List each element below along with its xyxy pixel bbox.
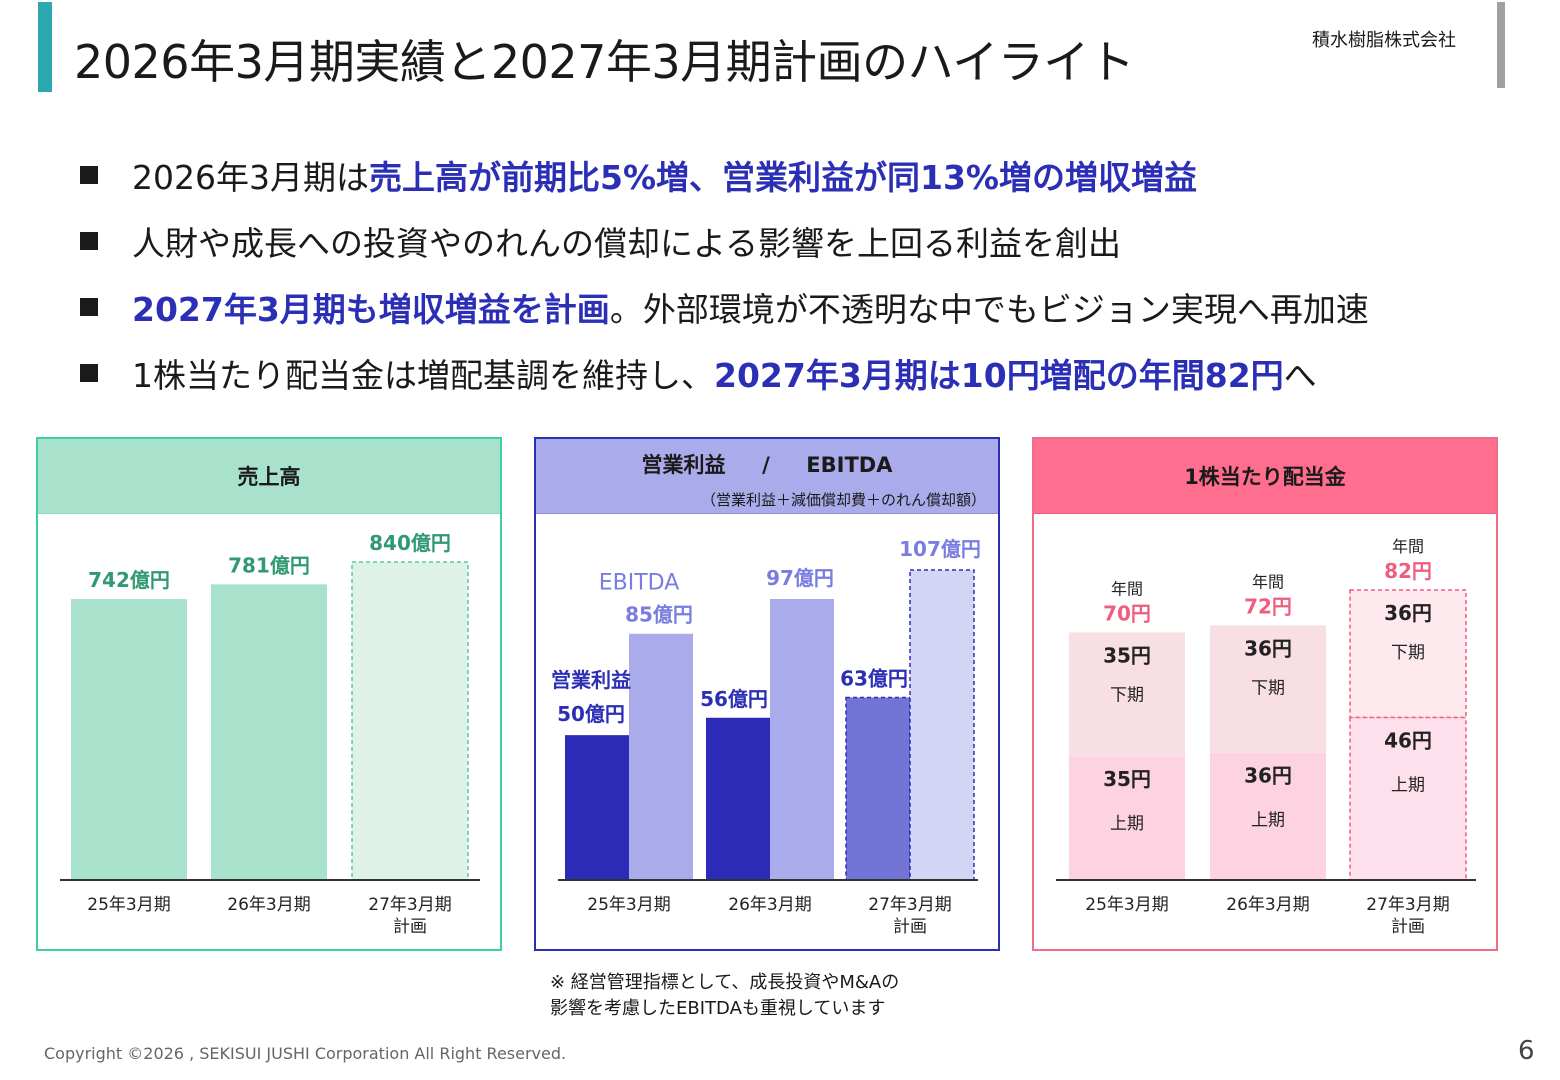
x-tick-label: 26年3月期 (1226, 895, 1309, 915)
op-profit-data-label: 50億円 (557, 702, 625, 726)
profit-panel: 営業利益 / EBITDA （営業利益＋減価償却費＋のれん償却額） 営業利益 50… (534, 437, 1000, 951)
annual-total-prefix: 年間 (1111, 579, 1143, 598)
bullet-text: へ (1283, 356, 1317, 395)
profit-panel-title: 営業利益 / EBITDA (536, 449, 998, 479)
ebitda-bar (629, 633, 693, 880)
company-name: 積水樹脂株式会社 (1312, 30, 1456, 51)
bullet-text: 1株当たり配当金は増配基調を維持し、 (132, 356, 714, 395)
annual-total-prefix: 年間 (1392, 537, 1424, 556)
first-half-value: 46円 (1384, 728, 1432, 752)
x-tick-label: 25年3月期 (1085, 895, 1168, 915)
sales-data-label: 840億円 (369, 531, 451, 555)
second-half-value: 36円 (1244, 636, 1292, 660)
bullet-text: 2026年3月期は (132, 158, 369, 197)
sales-bar (351, 561, 469, 881)
first-half-label: 上期 (1391, 775, 1425, 795)
x-tick-label: 26年3月期 (728, 895, 811, 915)
op-profit-data-label: 63億円 (840, 666, 908, 690)
bullet-square (80, 298, 98, 316)
bullet-highlight: 2027年3月期も増収増益を計画 (132, 290, 610, 329)
bullet-item: 1株当たり配当金は増配基調を維持し、 2027年3月期は10円増配の年間82円へ (78, 340, 1369, 406)
annual-total-prefix: 年間 (1252, 572, 1284, 591)
profit-chart: 営業利益 50億円 EBITDA 85億円 56億円 97億円 63億円 107億円 25年3月… (551, 537, 981, 937)
copyright: Copyright ©2026 , SEKISUI JUSHI Corporat… (44, 1044, 567, 1063)
x-tick-sublabel: 計画 (893, 917, 927, 937)
op-profit-bar (565, 735, 629, 880)
ebitda-bar (909, 569, 975, 881)
sales-data-label: 781億円 (228, 553, 310, 577)
note-line: 影響を考慮したEBITDAも重視しています (550, 998, 886, 1019)
x-tick-sublabel: 計画 (393, 917, 427, 937)
x-tick-label: 25年3月期 (587, 895, 670, 915)
x-tick-sublabel: 計画 (1391, 917, 1425, 937)
second-half-label: 下期 (1391, 643, 1425, 663)
annual-total-value: 72円 (1244, 594, 1292, 618)
second-half-value: 35円 (1103, 643, 1151, 667)
bullet-highlight: 売上高が前期比5%増、営業利益が同13%増の増収増益 (368, 158, 1197, 197)
page-title: 2026年3月期実績と2027年3月期計画のハイライト (74, 35, 1135, 89)
first-half-bar (1349, 716, 1467, 881)
bullet-highlight: 2027年3月期は10円増配の年間82円 (714, 356, 1284, 395)
title-accent-bar (38, 2, 52, 92)
annual-total-value: 82円 (1384, 559, 1432, 583)
dividend-panel: 1株当たり配当金 35円 上期 35円 下期 年間 70円 36円 上期 36円 下期 年間 72円 4… (1032, 437, 1498, 951)
bullet-text: 人財や成長への投資やのれんの償却による影響を上回る利益を創出 (132, 224, 1122, 263)
x-tick-label: 27年3月期 (368, 895, 451, 915)
second-half-value: 36円 (1384, 601, 1432, 625)
x-tick-label: 27年3月期 (868, 895, 951, 915)
title-separator: / (762, 453, 770, 477)
op-profit-bar (845, 696, 911, 881)
ebitda-note: ※ 経営管理指標として、成長投資やM&Aの 影響を考慮したEBITDAも重視して… (550, 970, 899, 1022)
bullet-text: 。外部環境が不透明な中でもビジョン実現へ再加速 (609, 290, 1369, 329)
first-half-bar (1069, 756, 1185, 880)
x-tick-label: 26年3月期 (227, 895, 310, 915)
bullet-item: 人財や成長への投資やのれんの償却による影響を上回る利益を創出 (78, 208, 1369, 274)
second-half-label: 下期 (1251, 678, 1285, 698)
x-tick-label: 25年3月期 (87, 895, 170, 915)
op-profit-series-label: 営業利益 (551, 668, 631, 692)
first-half-value: 35円 (1103, 767, 1151, 791)
ebitda-data-label: 97億円 (766, 566, 834, 590)
dividend-chart: 35円上期35円下期年間70円36円上期36円下期年間72円46円上期36円下期… (1056, 537, 1476, 937)
bullet-square (80, 364, 98, 382)
highlight-bullets: 2026年3月期は 売上高が前期比5%増、営業利益が同13%増の増収増益 人財や成… (78, 142, 1369, 406)
dividend-panel-header: 1株当たり配当金 (1034, 439, 1496, 514)
sales-chart: 742億円 781億円 840億円 25年3月期 26年3月期 27年3月期計画 (60, 531, 480, 937)
ebitda-data-label: 85億円 (625, 603, 693, 627)
sales-bar (211, 584, 327, 880)
x-tick-label: 27年3月期 (1366, 895, 1449, 915)
op-profit-title: 営業利益 (641, 453, 726, 477)
op-profit-bar (706, 717, 770, 880)
sales-panel-header: 売上高 (38, 439, 500, 514)
bullet-item: 2026年3月期は 売上高が前期比5%増、営業利益が同13%増の増収増益 (78, 142, 1369, 208)
sales-data-label: 742億円 (88, 568, 170, 592)
op-profit-data-label: 56億円 (700, 687, 768, 711)
dividend-panel-title: 1株当たり配当金 (1184, 465, 1346, 489)
page-number: 6 (1518, 1036, 1535, 1066)
profit-panel-header: 営業利益 / EBITDA （営業利益＋減価償却費＋のれん償却額） (536, 439, 998, 514)
sales-bar (71, 599, 187, 880)
header-divider (1497, 2, 1505, 88)
bullet-square (80, 166, 98, 184)
bullet-item: 2027年3月期も増収増益を計画 。外部環境が不透明な中でもビジョン実現へ再加速 (78, 274, 1369, 340)
second-half-bar (1210, 625, 1326, 753)
first-half-bar (1210, 752, 1326, 880)
second-half-label: 下期 (1110, 685, 1144, 705)
first-half-label: 上期 (1110, 814, 1144, 834)
second-half-bar (1349, 589, 1467, 719)
note-line: ※ 経営管理指標として、成長投資やM&Aの (550, 972, 900, 993)
sales-panel: 売上高 742億円 781億円 840億円 25年3月期 26年3月期 27年3月期 計画 (36, 437, 502, 951)
sales-panel-title: 売上高 (237, 465, 301, 489)
first-half-value: 36円 (1244, 764, 1292, 788)
ebitda-series-label: EBITDA (599, 571, 680, 596)
first-half-label: 上期 (1251, 811, 1285, 831)
ebitda-title: EBITDA (806, 453, 893, 477)
ebitda-data-label: 107億円 (899, 537, 981, 561)
bullet-square (80, 232, 98, 250)
second-half-bar (1069, 632, 1185, 757)
ebitda-bar (770, 598, 834, 880)
annual-total-value: 70円 (1103, 601, 1151, 625)
profit-panel-subtitle: （営業利益＋減価償却費＋のれん償却額） (700, 491, 986, 509)
